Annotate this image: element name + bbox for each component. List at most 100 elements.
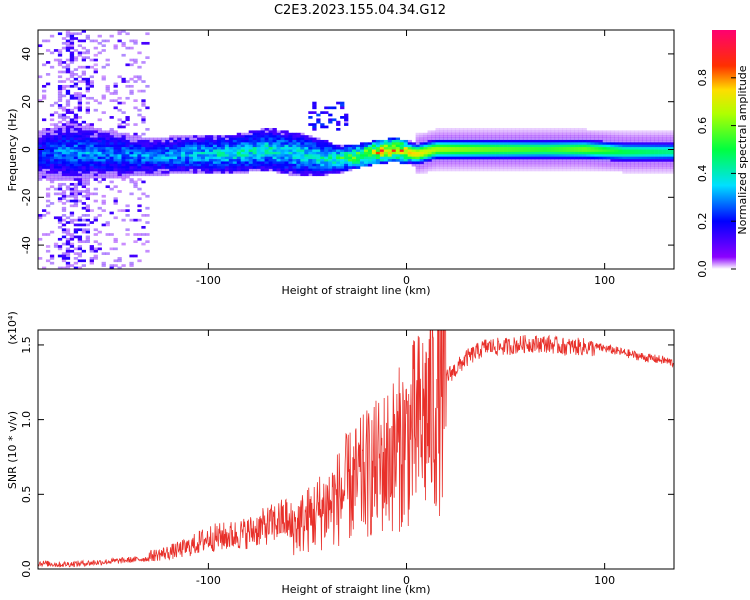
- heatmap-cell: [503, 147, 508, 150]
- heatmap-cell: [284, 156, 289, 160]
- heatmap-cell: [352, 159, 357, 162]
- heatmap-cell: [359, 154, 365, 157]
- heatmap-cell: [352, 163, 357, 167]
- heatmap-cell: [65, 242, 71, 246]
- heatmap-cell: [272, 144, 277, 148]
- heatmap-cell: [65, 44, 71, 48]
- heatmap-cell: [638, 166, 643, 169]
- heatmap-cell: [634, 130, 639, 134]
- heatmap-cell: [85, 84, 90, 88]
- heatmap-cell: [125, 154, 130, 157]
- heatmap-cell: [487, 161, 492, 165]
- heatmap-cell: [479, 159, 484, 162]
- heatmap-cell: [447, 163, 452, 167]
- heatmap-cell: [121, 242, 126, 246]
- heatmap-cell: [646, 130, 651, 134]
- heatmap-cell: [113, 247, 118, 251]
- heatmap-cell: [101, 154, 106, 157]
- heatmap-cell: [85, 125, 90, 129]
- heatmap-cell: [252, 163, 257, 167]
- heatmap-cell: [487, 137, 492, 141]
- heatmap-cell: [109, 168, 114, 172]
- heatmap-cell: [85, 168, 90, 172]
- heatmap-cell: [73, 113, 79, 117]
- heatmap-cell: [216, 168, 222, 172]
- heatmap-cell: [371, 147, 377, 150]
- heatmap-cell: [149, 166, 154, 169]
- heatmap-cell: [93, 175, 98, 179]
- heatmap-cell: [312, 168, 317, 172]
- heatmap-cell: [550, 161, 556, 165]
- heatmap-cell: [638, 135, 643, 138]
- heatmap-cell: [610, 163, 615, 167]
- heatmap-cell: [320, 151, 325, 155]
- heatmap-cell: [256, 151, 261, 155]
- heatmap-cell: [204, 147, 210, 150]
- heatmap-cell: [216, 171, 222, 174]
- heatmap-cell: [193, 166, 198, 169]
- heatmap-cell: [137, 139, 142, 143]
- heatmap-cell: [296, 163, 301, 167]
- heatmap-cell: [423, 149, 428, 153]
- heatmap-cell: [133, 80, 138, 83]
- heatmap-cell: [216, 166, 222, 169]
- heatmap-cell: [268, 137, 273, 141]
- heatmap-cell: [582, 144, 587, 148]
- heatmap-cell: [97, 171, 102, 174]
- heatmap-cell: [185, 168, 190, 172]
- heatmap-cell: [189, 156, 194, 160]
- heatmap-cell: [49, 178, 55, 181]
- heatmap-cell: [411, 156, 416, 160]
- heatmap-cell: [395, 147, 401, 150]
- heatmap-cell: [169, 151, 174, 155]
- heatmap-cell: [352, 144, 357, 148]
- heatmap-cell: [562, 147, 567, 150]
- heatmap-cell: [423, 144, 428, 148]
- heatmap-cell: [666, 142, 671, 146]
- heatmap-cell: [359, 142, 365, 146]
- heatmap-cell: [208, 154, 214, 157]
- heatmap-cell: [200, 147, 206, 150]
- heatmap-cell: [81, 130, 86, 134]
- heatmap-cell: [69, 44, 75, 48]
- heatmap-cell: [312, 171, 317, 174]
- heatmap-cell: [109, 137, 114, 141]
- heatmap-cell: [654, 137, 659, 141]
- heatmap-cell: [57, 182, 63, 186]
- heatmap-cell: [634, 168, 639, 172]
- heatmap-cell: [336, 149, 341, 153]
- heatmap-cell: [109, 154, 114, 157]
- heatmap-cell: [495, 142, 500, 146]
- heatmap-cell: [658, 130, 663, 134]
- heatmap-cell: [113, 82, 118, 86]
- heatmap-cell: [45, 135, 51, 138]
- heatmap-cell: [268, 161, 273, 165]
- heatmap-cell: [662, 154, 667, 157]
- heatmap-cell: [558, 168, 564, 172]
- heatmap-cell: [614, 159, 619, 162]
- heatmap-cell: [65, 68, 71, 71]
- heatmap-cell: [503, 135, 508, 138]
- heatmap-cell: [610, 147, 615, 150]
- heatmap-cell: [77, 178, 83, 181]
- heatmap-cell: [487, 156, 492, 160]
- heatmap-cell: [200, 163, 206, 167]
- heatmap-cell: [61, 132, 67, 136]
- heatmap-cell: [475, 166, 480, 169]
- heatmap-cell: [264, 168, 269, 172]
- heatmap-cell: [224, 154, 230, 157]
- heatmap-cell: [324, 106, 329, 110]
- heatmap-cell: [320, 163, 325, 167]
- snr-x-tick-label: -100: [196, 574, 221, 587]
- heatmap-cell: [85, 111, 90, 114]
- heatmap-cell: [69, 108, 75, 112]
- colorbar-tick-label: 0.8: [696, 69, 709, 87]
- heatmap-cell: [530, 137, 536, 141]
- heatmap-cell: [93, 99, 98, 102]
- heatmap-cell: [264, 130, 269, 134]
- heatmap-cell: [109, 149, 114, 153]
- heatmap-cell: [518, 168, 524, 172]
- heatmap-cell: [252, 156, 257, 160]
- heatmap-cell: [391, 151, 397, 155]
- heatmap-cell: [526, 163, 532, 167]
